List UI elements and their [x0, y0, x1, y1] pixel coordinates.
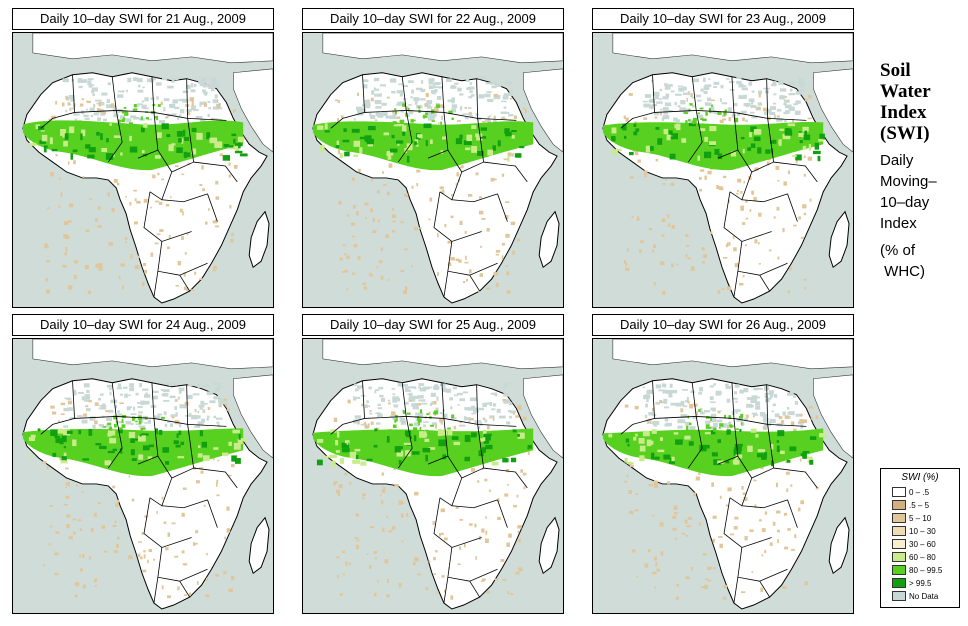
legend-item: > 99.5: [892, 578, 958, 589]
madagascar-landmass: [538, 516, 560, 575]
panel-title: Daily 10–day SWI for 26 Aug., 2009: [592, 314, 854, 336]
swi-map: [12, 338, 274, 614]
legend-label: No Data: [909, 592, 939, 601]
arabia-landmass: [813, 68, 853, 153]
panel-title: Daily 10–day SWI for 21 Aug., 2009: [12, 8, 274, 30]
side-subtitle: Daily Moving– 10–day Index: [880, 150, 966, 234]
legend-label: 5 – 10: [909, 514, 932, 523]
legend-item: 80 – 99.5: [892, 565, 958, 576]
swi-map: [302, 32, 564, 308]
legend-label: 0 – .5: [909, 488, 930, 497]
sahel-wet-belt: [312, 121, 534, 171]
swi-map: [12, 32, 274, 308]
madagascar-landmass: [828, 516, 850, 575]
legend-swatch: [892, 552, 906, 562]
swi-map: [592, 32, 854, 308]
side-unit-line: WHC): [880, 263, 925, 280]
arabia-landmass: [523, 68, 563, 153]
legend-item: 10 – 30: [892, 526, 958, 537]
side-title-line: (SWI): [880, 123, 930, 144]
legend-label: 10 – 30: [909, 527, 936, 536]
madagascar-landmass: [248, 516, 270, 575]
arabia-landmass: [233, 68, 273, 153]
arabia-landmass: [523, 374, 563, 459]
arabia-landmass: [233, 374, 273, 459]
europe-landmass: [32, 33, 273, 64]
madagascar-landmass: [828, 210, 850, 269]
legend-label: 30 – 60: [909, 540, 936, 549]
legend-swatch: [892, 526, 906, 536]
arabia-landmass: [813, 374, 853, 459]
legend-item: .5 – 5: [892, 500, 958, 511]
panel-title: Daily 10–day SWI for 23 Aug., 2009: [592, 8, 854, 30]
africa-map-svg: [593, 339, 853, 613]
panel-title: Daily 10–day SWI for 22 Aug., 2009: [302, 8, 564, 30]
side-title-line: Soil: [880, 60, 911, 81]
legend-swatch: [892, 487, 906, 497]
legend-swatch: [892, 578, 906, 588]
legend-item: 0 – .5: [892, 487, 958, 498]
side-title-line: Water: [880, 81, 931, 102]
side-unit-line: (% of: [880, 242, 916, 259]
legend-label: .5 – 5: [909, 501, 930, 510]
legend-swatch: [892, 539, 906, 549]
side-subtitle-line: 10–day: [880, 194, 930, 211]
legend-item: 60 – 80: [892, 552, 958, 563]
side-subtitle-line: Index: [880, 215, 917, 232]
legend-swatch: [892, 500, 906, 510]
europe-landmass: [612, 339, 853, 370]
legend: SWI (%) 0 – .5 .5 – 5 5 – 10 10 – 30 30 – 60…: [880, 468, 960, 608]
legend-label: > 99.5: [909, 579, 932, 588]
africa-map-svg: [303, 339, 563, 613]
side-subtitle-line: Moving–: [880, 173, 937, 190]
legend-title: SWI (%): [901, 472, 939, 483]
legend-swatch: [892, 591, 906, 601]
legend-label: 60 – 80: [909, 553, 936, 562]
africa-map-svg: [593, 33, 853, 307]
legend-label: 80 – 99.5: [909, 566, 943, 575]
side-title-line: Index: [880, 102, 927, 123]
swi-map: [302, 338, 564, 614]
legend-item: 5 – 10: [892, 513, 958, 524]
africa-map-svg: [13, 33, 273, 307]
legend-swatch: [892, 565, 906, 575]
panel-title: Daily 10–day SWI for 24 Aug., 2009: [12, 314, 274, 336]
europe-landmass: [322, 339, 563, 370]
africa-map-svg: [303, 33, 563, 307]
madagascar-landmass: [538, 210, 560, 269]
africa-map-svg: [13, 339, 273, 613]
sahel-wet-belt: [22, 120, 244, 171]
side-unit: (% of WHC): [880, 240, 966, 282]
legend-item: No Data: [892, 591, 958, 602]
side-subtitle-line: Daily: [880, 152, 914, 169]
europe-landmass: [322, 33, 563, 64]
madagascar-landmass: [248, 210, 270, 269]
swi-map: [592, 338, 854, 614]
europe-landmass: [612, 33, 853, 64]
panel-title: Daily 10–day SWI for 25 Aug., 2009: [302, 314, 564, 336]
side-title: Soil Water Index (SWI): [880, 60, 966, 144]
legend-item: 30 – 60: [892, 539, 958, 550]
europe-landmass: [32, 339, 273, 370]
legend-swatch: [892, 513, 906, 523]
